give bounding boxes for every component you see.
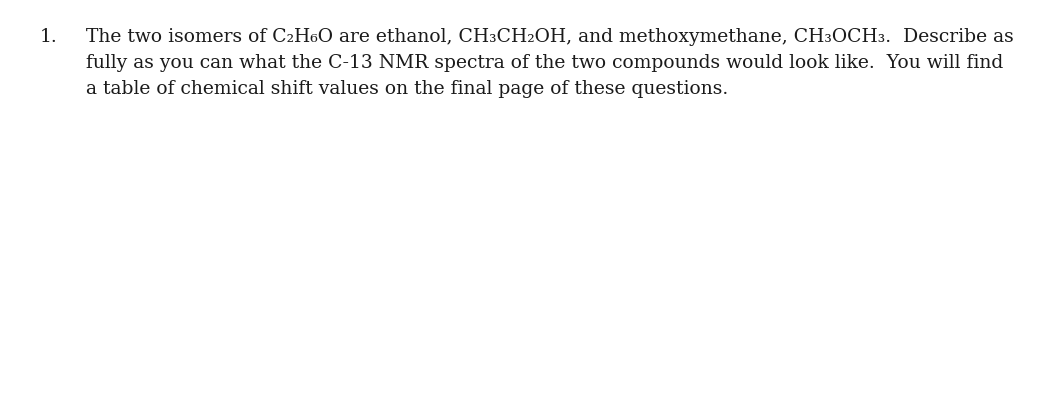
Text: fully as you can what the C-13 NMR spectra of the two compounds would look like.: fully as you can what the C-13 NMR spect… xyxy=(86,54,1003,72)
Text: 1.: 1. xyxy=(40,28,58,46)
Text: a table of chemical shift values on the final page of these questions.: a table of chemical shift values on the … xyxy=(86,80,728,98)
Text: The two isomers of C₂H₆O are ethanol, CH₃CH₂OH, and methoxymethane, CH₃OCH₃.  De: The two isomers of C₂H₆O are ethanol, CH… xyxy=(86,28,1013,46)
